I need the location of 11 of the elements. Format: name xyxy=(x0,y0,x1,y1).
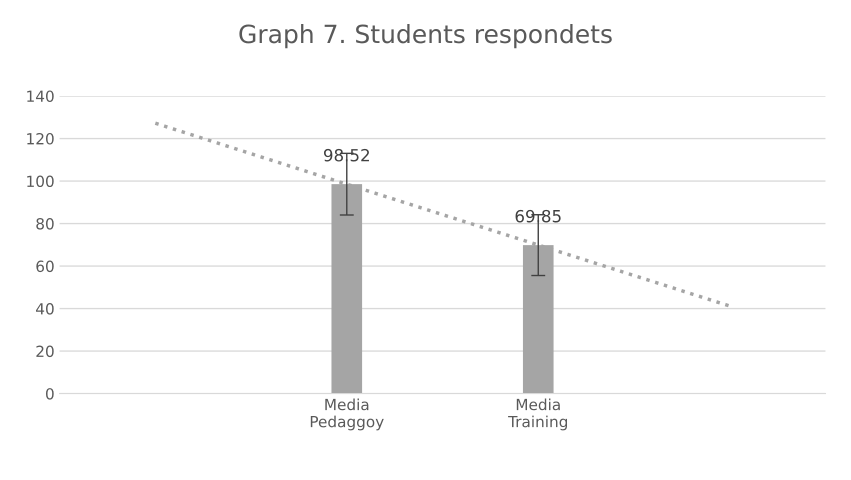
y-tick-label: 20 xyxy=(36,346,54,358)
y-tick-label: 40 xyxy=(36,303,54,315)
y-tick-label: 80 xyxy=(36,218,54,230)
y-tick-label: 120 xyxy=(27,132,54,145)
x-tick-label: Media Pedaggoy xyxy=(310,398,384,430)
y-tick-label: 100 xyxy=(27,175,54,188)
y-tick-label: 60 xyxy=(36,260,54,272)
y-tick-label: 140 xyxy=(27,90,54,102)
x-tick-label: Media Training xyxy=(508,398,568,430)
chart-title: Graph 7. Students respondets xyxy=(239,24,612,48)
y-tick-label: 0 xyxy=(46,388,54,400)
